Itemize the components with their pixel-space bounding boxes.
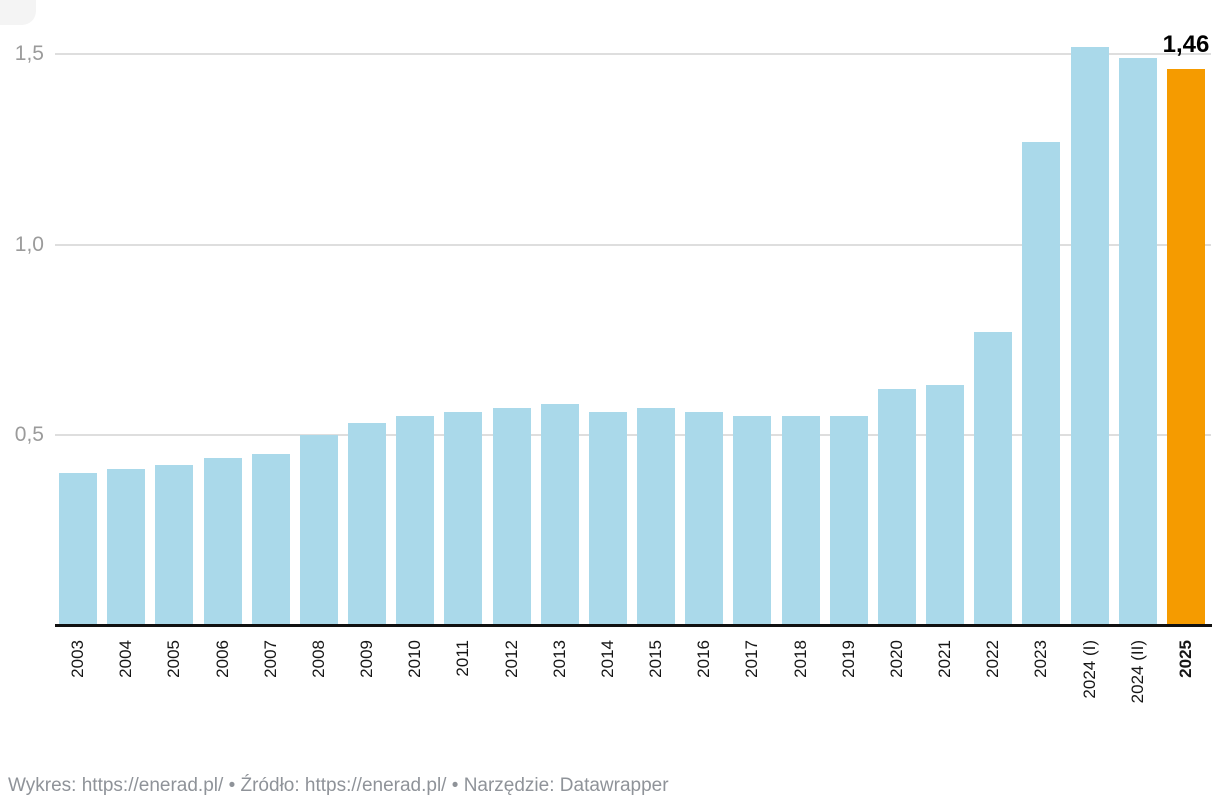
x-label-2013: 2013 <box>549 640 569 678</box>
x-label-2009: 2009 <box>357 640 377 678</box>
x-label-2021: 2021 <box>935 640 955 678</box>
highlight-value-label: 1,46 <box>1162 31 1210 58</box>
x-label-2024-i: 2024 (I) <box>1079 640 1099 699</box>
x-label-2024-ii: 2024 (II) <box>1127 640 1147 704</box>
x-label-2003: 2003 <box>68 640 87 678</box>
bar-2004 <box>107 468 146 625</box>
bar-2005 <box>155 465 194 625</box>
bar-2016 <box>685 411 724 625</box>
footer-chart-label: Wykres: <box>8 775 77 796</box>
bar-2024-ii <box>1118 58 1157 625</box>
footer-tool-link[interactable]: Datawrapper <box>559 775 669 796</box>
y-tick-label-0-5: 0,5 <box>14 422 44 446</box>
x-label-2006: 2006 <box>212 640 232 678</box>
x-label-2017: 2017 <box>742 640 762 678</box>
bar-2003 <box>59 472 97 625</box>
chart-footer: Wykres: https://enerad.pl/ • Źródło: htt… <box>8 775 669 797</box>
bar-2022 <box>974 332 1013 625</box>
footer-chart-link[interactable]: https://enerad.pl/ <box>81 775 224 796</box>
x-axis-line <box>55 624 1212 627</box>
bar-2019 <box>829 415 868 625</box>
bar-2010 <box>396 415 435 625</box>
x-label-2015: 2015 <box>646 640 666 678</box>
x-label-2004: 2004 <box>116 640 136 678</box>
footer-separator: • <box>451 775 459 796</box>
bar-2021 <box>926 385 965 625</box>
bar-2018 <box>781 415 820 625</box>
footer-separator: • <box>228 775 236 796</box>
y-tick-label-1-0: 1,0 <box>14 232 44 256</box>
bar-2007 <box>251 453 290 625</box>
bar-2014 <box>588 411 627 625</box>
bar-2015 <box>637 408 676 625</box>
x-label-2005: 2005 <box>164 640 184 678</box>
x-label-2008: 2008 <box>308 640 328 678</box>
x-label-2023: 2023 <box>1031 640 1051 678</box>
bar-2012 <box>492 408 531 625</box>
bar-2011 <box>444 411 483 625</box>
bar-2025 <box>1167 69 1205 625</box>
x-label-2007: 2007 <box>260 640 280 678</box>
bar-2020 <box>877 389 916 625</box>
x-label-2012: 2012 <box>501 640 521 678</box>
bar-2009 <box>348 423 387 625</box>
bar-2023 <box>1022 141 1061 625</box>
x-label-2010: 2010 <box>405 640 425 678</box>
x-label-2019: 2019 <box>838 640 858 678</box>
gridline-1-0 <box>55 243 1211 246</box>
gridline-1-5 <box>55 53 1211 56</box>
x-label-2014: 2014 <box>597 640 617 678</box>
corner-artifact <box>0 0 36 25</box>
x-label-2025: 2025 <box>1176 640 1195 678</box>
footer-tool-label: Narzędzie: <box>463 775 555 796</box>
bar-2008 <box>299 434 338 625</box>
gridline-0-5 <box>55 433 1211 436</box>
bar-2013 <box>540 404 579 625</box>
x-label-2011: 2011 <box>453 640 473 677</box>
x-label-2018: 2018 <box>790 640 810 678</box>
y-tick-label-1-5: 1,5 <box>14 42 44 66</box>
footer-source-label: Źródło: <box>240 775 300 796</box>
bar-2017 <box>733 415 772 625</box>
footer-source-link[interactable]: https://enerad.pl/ <box>304 775 447 796</box>
x-label-2020: 2020 <box>886 640 906 678</box>
bar-2006 <box>203 457 242 625</box>
bar-2024-i <box>1070 46 1109 625</box>
plot-area: 0,5 1,0 1,5 1,46 2003 2004 2005 2006 2007 2008 2… <box>14 31 1212 704</box>
x-label-2016: 2016 <box>694 640 714 678</box>
x-label-2022: 2022 <box>983 640 1003 678</box>
